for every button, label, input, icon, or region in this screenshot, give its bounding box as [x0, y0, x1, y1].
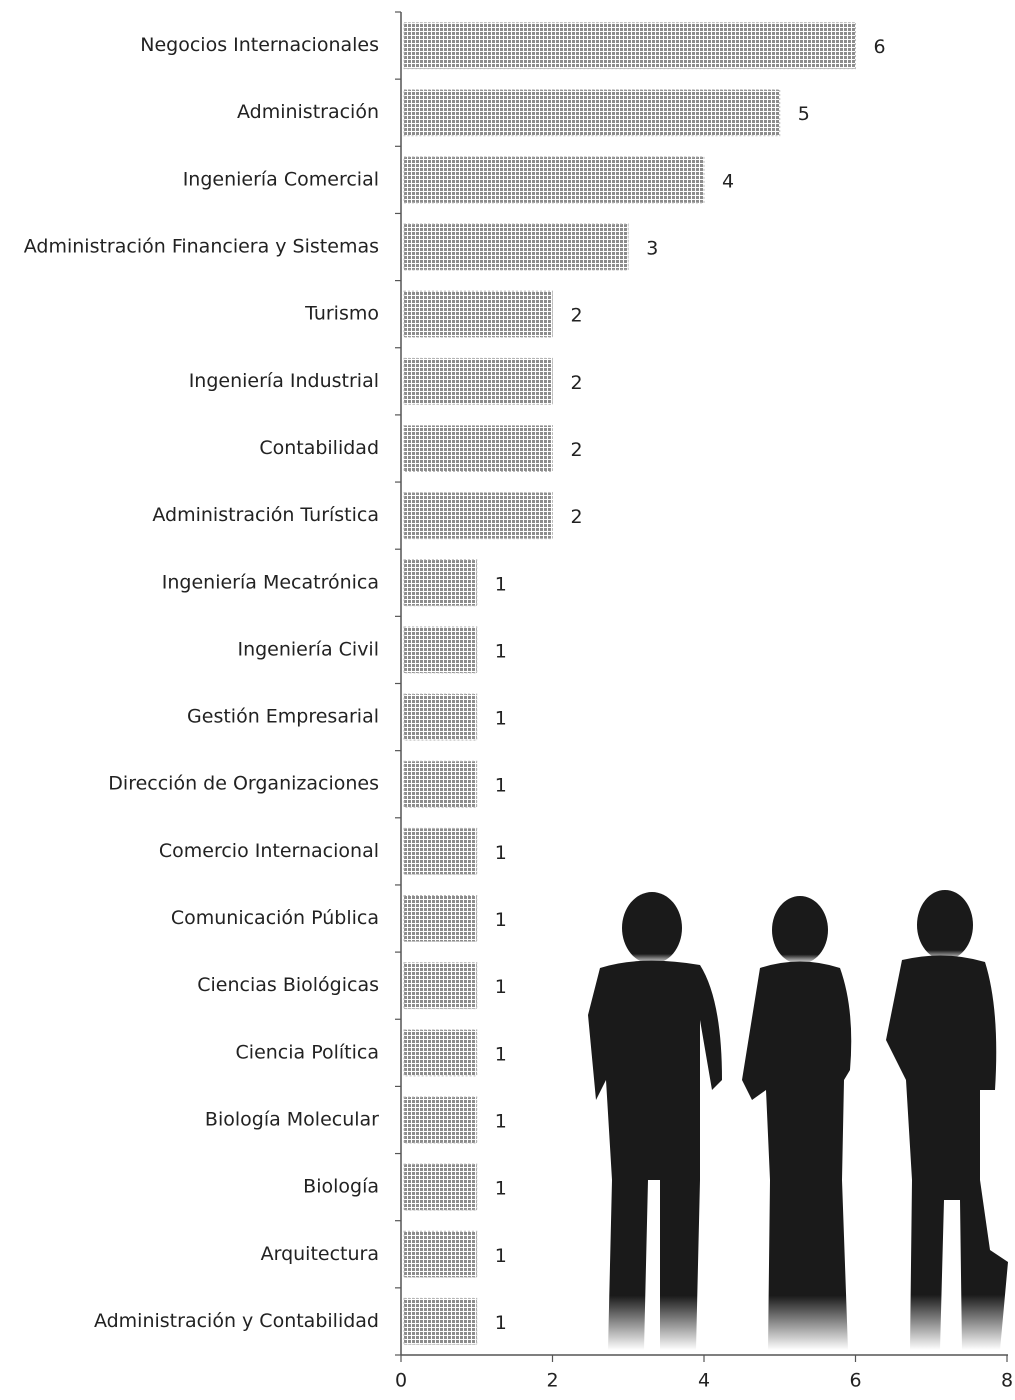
y-tick-label: Administración Turística — [152, 504, 379, 526]
bar — [403, 1096, 478, 1144]
x-tick-label: 2 — [546, 1370, 558, 1392]
value-label: 1 — [495, 708, 507, 730]
y-tick-label: Ciencias Biológicas — [197, 974, 379, 996]
bar — [403, 1297, 478, 1345]
bar — [403, 492, 553, 540]
value-label: 1 — [495, 775, 507, 797]
y-tick-label: Ingeniería Industrial — [189, 370, 379, 392]
y-tick-label: Ingeniería Mecatrónica — [162, 571, 379, 593]
y-tick-label: Administración — [237, 101, 379, 123]
bar — [403, 760, 478, 808]
bar — [403, 1230, 478, 1278]
x-tick-label: 6 — [849, 1370, 861, 1392]
value-label: 3 — [646, 238, 658, 260]
value-label: 2 — [571, 372, 583, 394]
value-label: 1 — [495, 1178, 507, 1200]
y-tick-label: Ciencia Política — [236, 1041, 379, 1063]
x-tick-label: 4 — [698, 1370, 710, 1392]
bar — [403, 357, 553, 405]
figure — [588, 892, 722, 1350]
y-tick-label: Contabilidad — [259, 437, 379, 459]
value-label: 2 — [571, 305, 583, 327]
bar — [403, 22, 856, 70]
value-label: 1 — [495, 573, 507, 595]
bar — [403, 895, 478, 943]
y-tick-label: Negocios Internacionales — [140, 34, 379, 56]
bar — [403, 559, 478, 607]
value-label: 1 — [495, 976, 507, 998]
y-tick-label: Ingeniería Civil — [237, 638, 379, 660]
y-tick-label: Biología — [303, 1176, 379, 1198]
figure — [886, 890, 1008, 1350]
y-tick-label: Comercio Internacional — [159, 840, 379, 862]
value-label: 5 — [798, 103, 810, 125]
y-tick-label: Ingeniería Comercial — [183, 168, 379, 190]
y-tick-label: Turismo — [304, 303, 379, 325]
value-label: 2 — [571, 506, 583, 528]
bar — [403, 424, 553, 472]
y-tick-label: Administración y Contabilidad — [94, 1310, 379, 1332]
silhouettes — [588, 890, 1008, 1350]
x-tick-label: 0 — [395, 1370, 407, 1392]
value-label: 6 — [874, 36, 886, 58]
value-label: 2 — [571, 439, 583, 461]
bar — [403, 290, 553, 338]
x-tick-label: 8 — [1001, 1370, 1013, 1392]
value-label: 1 — [495, 640, 507, 662]
bar — [403, 693, 478, 741]
y-tick-label: Biología Molecular — [205, 1108, 379, 1130]
y-tick-label: Arquitectura — [261, 1243, 379, 1265]
bar — [403, 1163, 478, 1211]
y-tick-label: Administración Financiera y Sistemas — [24, 236, 379, 258]
value-label: 1 — [495, 842, 507, 864]
y-tick-label: Dirección de Organizaciones — [108, 773, 379, 795]
bar — [403, 156, 705, 204]
y-tick-label: Comunicación Pública — [171, 907, 379, 929]
bar — [403, 223, 629, 271]
value-label: 1 — [495, 1110, 507, 1132]
value-label: 1 — [495, 1312, 507, 1334]
bar — [403, 89, 781, 137]
value-label: 1 — [495, 1245, 507, 1267]
bar — [403, 827, 478, 875]
value-label: 1 — [495, 909, 507, 931]
value-label: 4 — [722, 170, 734, 192]
figure — [742, 896, 852, 1350]
y-tick-label: Gestión Empresarial — [187, 706, 379, 728]
value-label: 1 — [495, 1043, 507, 1065]
bar — [403, 626, 478, 674]
bar — [403, 962, 478, 1010]
bar — [403, 1029, 478, 1077]
